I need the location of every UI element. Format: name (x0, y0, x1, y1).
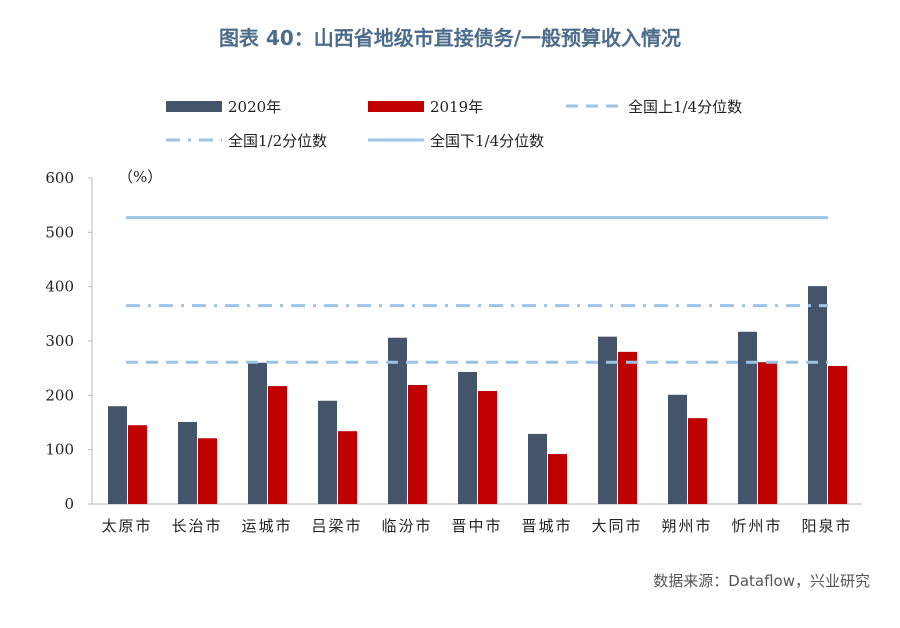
chart-title: 图表 40：山西省地级市直接债务/一般预算收入情况 (218, 26, 682, 50)
legend-label: 2020年 (228, 98, 281, 116)
y-tick-label: 0 (64, 495, 74, 513)
x-tick-label: 吕梁市 (311, 517, 362, 535)
x-tick-label: 运城市 (241, 517, 292, 535)
bar-2019年 (758, 362, 777, 504)
bar-2019年 (478, 390, 497, 504)
x-tick-label: 阳泉市 (801, 517, 852, 535)
bar-2019年 (688, 418, 707, 504)
bar-2019年 (408, 385, 427, 504)
bar-2020年 (108, 406, 127, 504)
bar-2019年 (338, 431, 357, 504)
y-tick-label: 600 (45, 169, 74, 187)
x-tick-label: 大同市 (591, 517, 642, 535)
legend-swatch (166, 101, 222, 112)
legend-label: 2019年 (430, 98, 483, 116)
bar-2020年 (528, 433, 547, 504)
x-tick-label: 临汾市 (381, 517, 432, 535)
y-tick-label: 300 (45, 332, 74, 350)
bar-2020年 (738, 331, 757, 504)
bar-2019年 (198, 438, 217, 504)
bar-2019年 (128, 425, 147, 504)
legend-label: 全国1/2分位数 (228, 132, 327, 150)
legend-swatch (368, 101, 424, 112)
y-tick-label: 500 (45, 223, 74, 241)
x-tick-label: 朔州市 (661, 517, 712, 535)
y-axis-unit: （%） (118, 168, 162, 186)
bar-2019年 (618, 351, 637, 504)
x-tick-label: 晋中市 (451, 517, 502, 535)
bar-2020年 (458, 371, 477, 504)
x-tick-label: 晋城市 (521, 517, 572, 535)
bar-2020年 (248, 362, 267, 504)
y-tick-label: 400 (45, 278, 74, 296)
x-tick-label: 太原市 (101, 517, 152, 535)
source-note: 数据来源：Dataflow，兴业研究 (653, 572, 870, 590)
legend-label: 全国下1/4分位数 (430, 132, 544, 150)
bar-2020年 (388, 337, 407, 504)
x-tick-label: 长治市 (171, 517, 222, 535)
bar-2020年 (178, 421, 197, 504)
legend-label: 全国上1/4分位数 (628, 98, 742, 116)
bar-2020年 (318, 400, 337, 504)
bar-2020年 (808, 286, 827, 504)
x-tick-label: 忻州市 (731, 517, 782, 535)
y-tick-label: 200 (45, 386, 74, 404)
y-tick-label: 100 (45, 441, 74, 459)
bar-2019年 (828, 365, 847, 504)
bar-2019年 (548, 454, 567, 504)
bar-2020年 (668, 394, 687, 504)
bar-2019年 (268, 386, 287, 504)
bar-2020年 (598, 336, 617, 504)
